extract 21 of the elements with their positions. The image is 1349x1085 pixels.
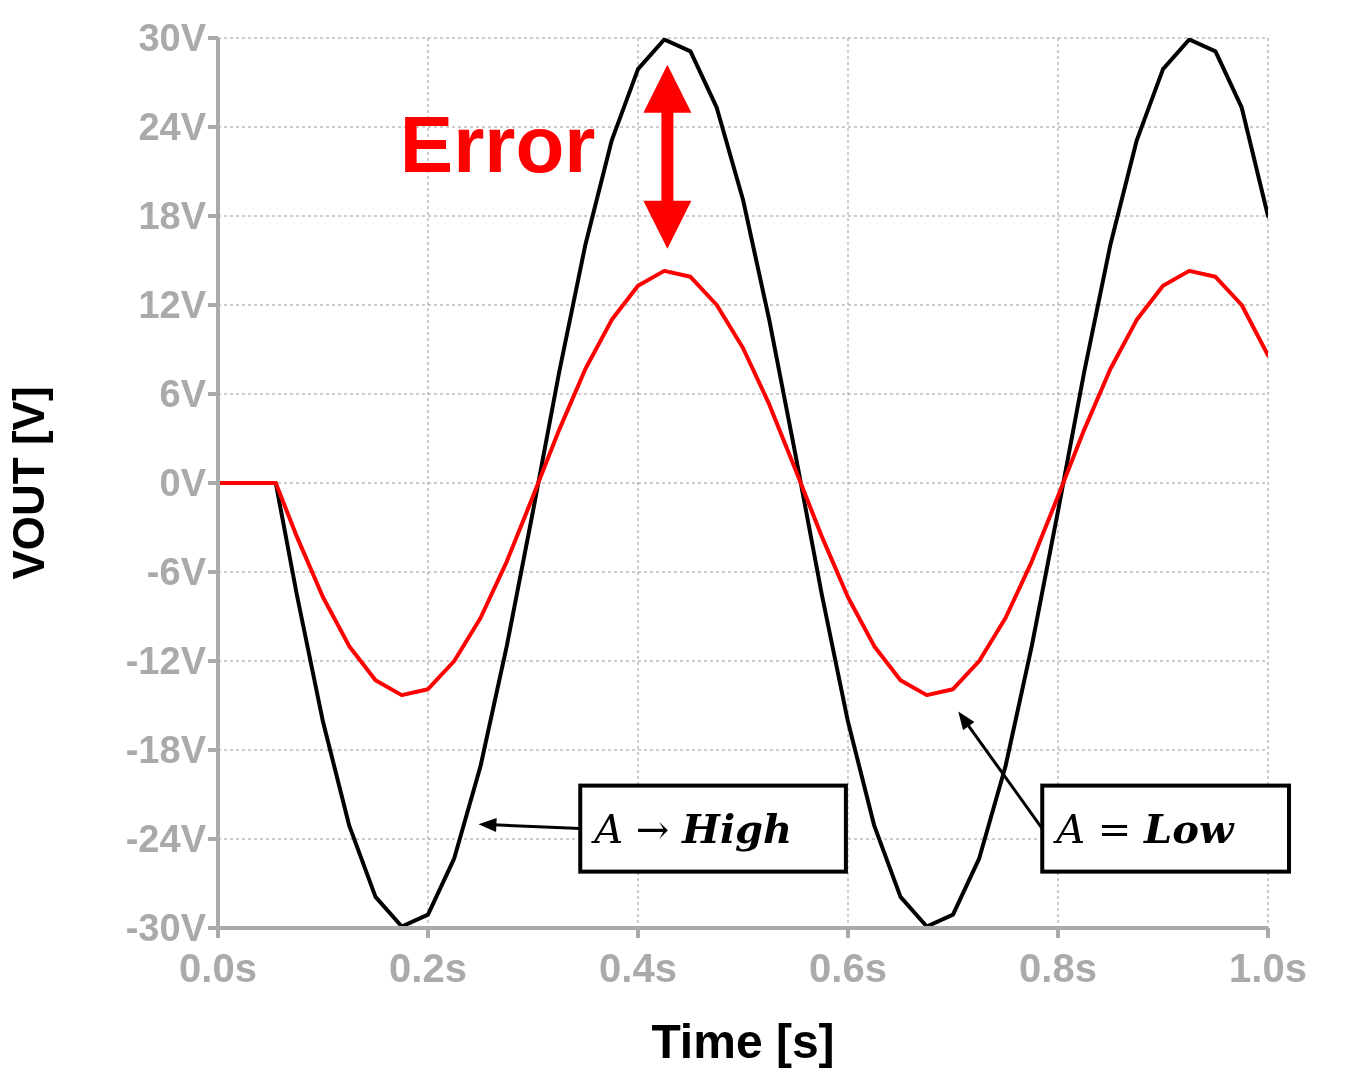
annotation: A → High: [590, 804, 793, 852]
y-tick-label: 24V: [138, 106, 207, 149]
y-tick-label: 18V: [138, 195, 207, 238]
y-tick-label: 30V: [138, 17, 207, 60]
y-tick-label: -18V: [125, 729, 207, 772]
x-tick-label: 0.4s: [599, 946, 677, 991]
x-tick-label: 1.0s: [1229, 946, 1307, 991]
x-tick-label: 0.6s: [809, 946, 887, 991]
y-tick-label: 0V: [159, 462, 207, 505]
x-tick-label: 0.8s: [1019, 946, 1097, 991]
y-tick-label: -24V: [125, 818, 207, 861]
y-tick-label: -12V: [125, 640, 207, 683]
x-axis-title: Time [s]: [651, 1015, 835, 1068]
line-series: [218, 268, 1268, 698]
x-tick-label: 0.2s: [389, 946, 467, 991]
y-tick-label: 12V: [138, 284, 207, 327]
y-tick-label: 6V: [159, 373, 207, 416]
annotation: A = Low: [1052, 804, 1235, 852]
y-tick-label: -6V: [146, 551, 207, 594]
annotation: Error: [399, 99, 596, 189]
y-axis-title: VOUT [V]: [3, 386, 53, 580]
